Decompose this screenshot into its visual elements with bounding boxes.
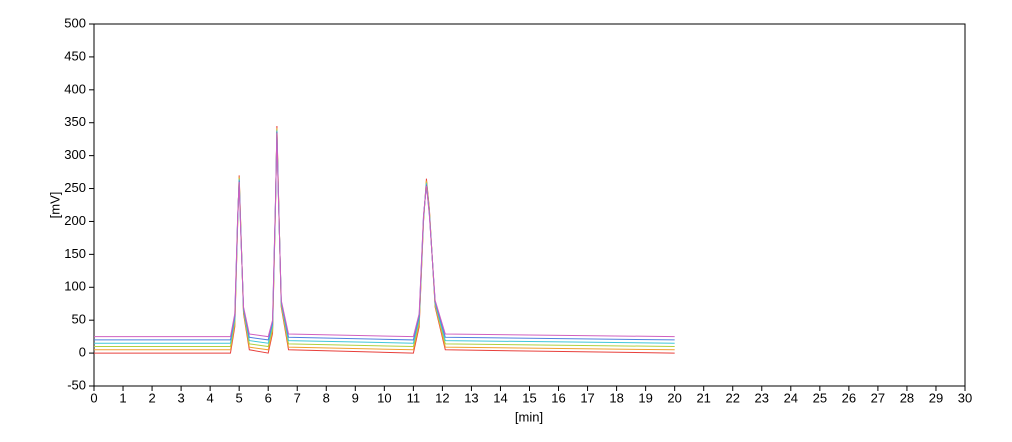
x-tick-label: 23 bbox=[755, 390, 769, 405]
x-tick-label: 15 bbox=[522, 390, 536, 405]
y-tick-label: 200 bbox=[64, 213, 86, 228]
x-tick-label: 8 bbox=[323, 390, 330, 405]
y-tick-label: 150 bbox=[64, 246, 86, 261]
trace-line bbox=[94, 127, 675, 351]
x-tick-label: 12 bbox=[435, 390, 449, 405]
x-tick-label: 5 bbox=[236, 390, 243, 405]
x-tick-label: 16 bbox=[551, 390, 565, 405]
x-tick-label: 29 bbox=[929, 390, 943, 405]
y-tick-label: -50 bbox=[67, 377, 86, 392]
y-tick-label: 450 bbox=[64, 48, 86, 63]
x-tick-label: 3 bbox=[177, 390, 184, 405]
x-tick-label: 19 bbox=[638, 390, 652, 405]
y-axis-label: [mV] bbox=[47, 192, 62, 219]
x-tick-label: 17 bbox=[580, 390, 594, 405]
trace-line bbox=[94, 131, 675, 341]
y-tick-label: 50 bbox=[72, 312, 86, 327]
x-tick-label: 14 bbox=[493, 390, 507, 405]
x-tick-label: 24 bbox=[784, 390, 798, 405]
x-tick-label: 21 bbox=[696, 390, 710, 405]
trace-line bbox=[94, 130, 675, 344]
trace-line bbox=[94, 126, 675, 354]
x-tick-label: 4 bbox=[207, 390, 214, 405]
y-tick-label: 300 bbox=[64, 147, 86, 162]
y-tick-label: 500 bbox=[64, 15, 86, 30]
x-tick-label: 13 bbox=[464, 390, 478, 405]
trace-line bbox=[94, 129, 675, 348]
trace-line bbox=[94, 133, 675, 338]
x-tick-label: 20 bbox=[667, 390, 681, 405]
x-tick-label: 18 bbox=[609, 390, 623, 405]
x-tick-label: 22 bbox=[725, 390, 739, 405]
x-tick-label: 6 bbox=[265, 390, 272, 405]
x-tick-label: 11 bbox=[407, 390, 421, 405]
y-tick-label: 100 bbox=[64, 279, 86, 294]
y-tick-label: 400 bbox=[64, 81, 86, 96]
x-tick-label: 9 bbox=[352, 390, 359, 405]
x-tick-label: 27 bbox=[871, 390, 885, 405]
x-tick-label: 2 bbox=[148, 390, 155, 405]
x-axis-label: [min] bbox=[515, 409, 543, 424]
x-tick-label: 28 bbox=[900, 390, 914, 405]
x-tick-label: 0 bbox=[90, 390, 97, 405]
x-tick-label: 26 bbox=[842, 390, 856, 405]
y-tick-label: 250 bbox=[64, 180, 86, 195]
x-tick-label: 25 bbox=[813, 390, 827, 405]
x-tick-label: 7 bbox=[294, 390, 301, 405]
y-tick-label: 0 bbox=[79, 345, 86, 360]
x-tick-label: 1 bbox=[119, 390, 126, 405]
plot-frame bbox=[93, 23, 966, 387]
x-tick-label: 30 bbox=[958, 390, 972, 405]
x-tick-label: 10 bbox=[377, 390, 391, 405]
y-tick-label: 350 bbox=[64, 114, 86, 129]
